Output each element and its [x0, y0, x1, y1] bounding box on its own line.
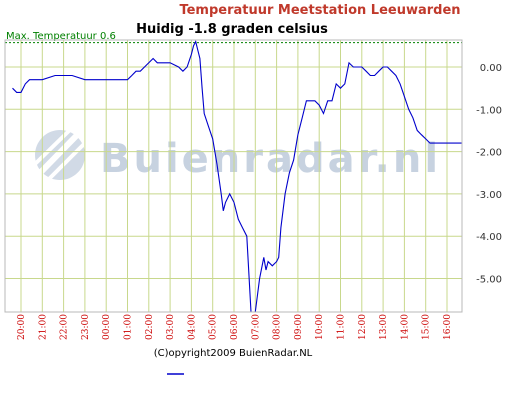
copyright-text: (C)opyright2009 BuienRadar.NL [154, 348, 313, 359]
x-tick-label: 16:00 [443, 314, 453, 340]
x-tick-label: 12:00 [358, 314, 368, 340]
x-tick-label: 09:00 [294, 314, 304, 340]
x-tick-label: 07:00 [251, 314, 261, 340]
chart-subtitle: Huidig -1.8 graden celsius [136, 22, 328, 37]
x-tick-label: 14:00 [400, 314, 410, 340]
buienradar-watermark: Buienradar.nl [32, 124, 441, 182]
watermark-text: Buienradar.nl [100, 136, 441, 182]
x-tick-label: 15:00 [422, 314, 432, 340]
x-tick-label: 08:00 [273, 314, 283, 340]
x-tick-label: 01:00 [124, 314, 134, 340]
x-tick-label: 23:00 [81, 314, 91, 340]
y-axis-ticks: 0.00 -1.00 -2.00 -3.00 -4.00 -5.00 [476, 63, 502, 286]
temperature-series-line [12, 40, 462, 313]
x-tick-label: 20:00 [17, 314, 27, 340]
y-tick-label: -4.00 [476, 232, 502, 243]
plot-border [4, 39, 463, 313]
x-tick-label: 06:00 [230, 314, 240, 340]
grid [5, 40, 462, 312]
x-tick-label: 22:00 [60, 314, 70, 340]
x-tick-label: 03:00 [166, 314, 176, 340]
y-tick-label: -1.00 [476, 105, 502, 116]
x-tick-label: 00:00 [102, 314, 112, 340]
y-tick-label: -5.00 [476, 275, 502, 286]
chart-title: Temperatuur Meetstation Leeuwarden [179, 3, 460, 18]
x-tick-label: 13:00 [379, 314, 389, 340]
x-tick-label: 11:00 [337, 314, 347, 340]
x-axis-ticks: 20:00 21:00 22:00 23:00 00:00 01:00 02:00 03:00… [17, 314, 453, 340]
x-tick-label: 04:00 [187, 314, 197, 340]
x-tick-label: 10:00 [315, 314, 325, 340]
x-tick-label: 21:00 [38, 314, 48, 340]
x-tick-label: 02:00 [145, 314, 155, 340]
y-tick-label: 0.00 [480, 63, 502, 74]
y-tick-label: -2.00 [476, 148, 502, 159]
max-temperature-label: Max. Temperatuur 0.6 [6, 31, 116, 42]
y-tick-label: -3.00 [476, 190, 502, 201]
watermark-logo-icon [32, 124, 88, 182]
x-tick-label: 05:00 [209, 314, 219, 340]
